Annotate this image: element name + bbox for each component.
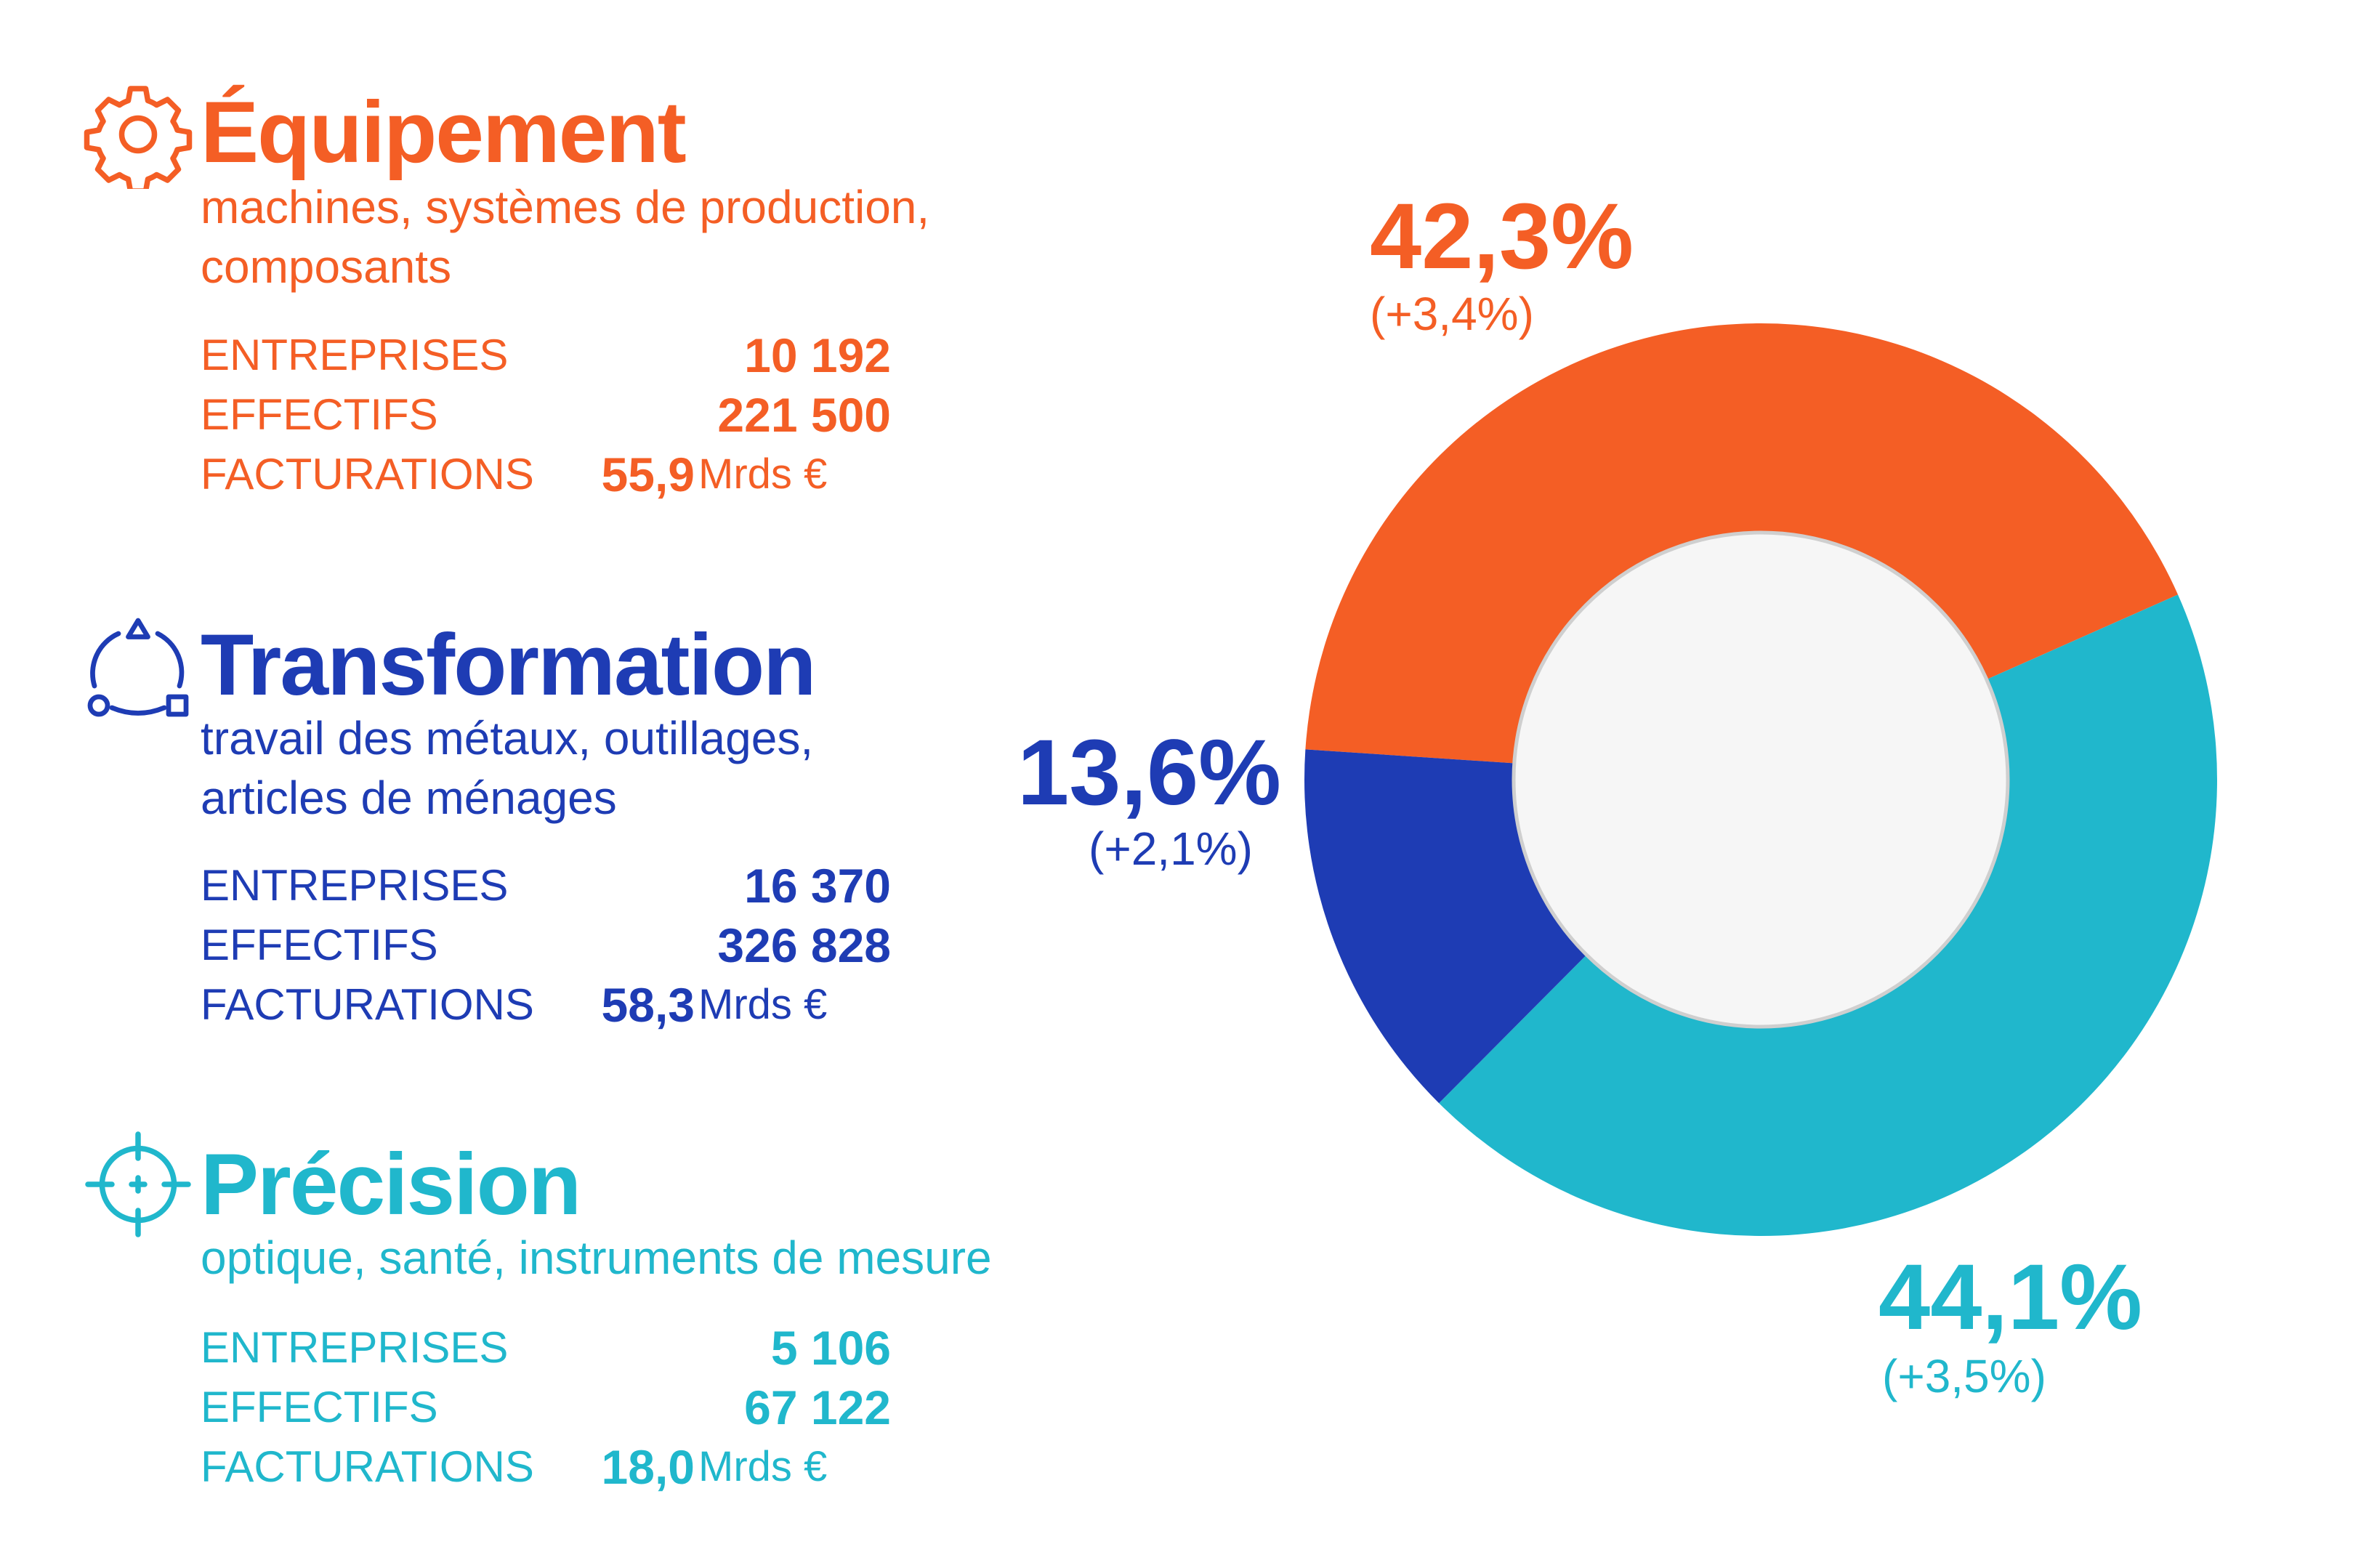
stat-value: 221 500 [717,388,891,442]
gear-icon [84,86,193,189]
donut-hole [1512,530,2010,1029]
pct-label-transformation: 13,6% [1017,721,1281,825]
stat-value: 18,0 [601,1440,695,1494]
stat-label: EFFECTIFS [201,1383,438,1431]
sector-title: Transformation [201,616,816,714]
sector-subtitle: travail des métaux, outillages, articles… [201,712,814,824]
stat-label: FACTURATIONS [201,980,534,1029]
stat-unit: Mrds € [698,981,828,1028]
stat-value: 55,9 [601,448,695,501]
stat-label: FACTURATIONS [201,1442,534,1491]
shapes-cycle-icon [87,618,189,717]
pct-label-equipement: 42,3% [1370,185,1634,288]
sector-subtitle: machines, systèmes de production, compos… [201,181,930,293]
stat-value: 326 828 [717,918,891,972]
stat-label: EFFECTIFS [201,390,438,439]
stat-value: 10 192 [744,328,891,382]
crosshair-icon [85,1131,191,1237]
stat-label: ENTREPRISES [201,861,509,910]
stat-row-effectifs: EFFECTIFS 67 122 [201,1378,1000,1437]
sector-title: Équipement [201,84,687,181]
stat-row-facturations: FACTURATIONS 18,0 Mrds € [201,1437,1000,1497]
stat-value: 58,3 [601,978,695,1032]
stat-row-entreprises: ENTREPRISES 10 192 [201,326,1000,385]
stat-unit: Mrds € [698,1443,828,1490]
stat-label: ENTREPRISES [201,1323,509,1372]
stat-unit: Mrds € [698,450,828,498]
stat-row-facturations: FACTURATIONS 58,3 Mrds € [201,975,1000,1035]
stat-value: 16 370 [744,859,891,913]
stat-row-effectifs: EFFECTIFS 326 828 [201,916,1000,975]
change-label-precision: (+3,5%) [1882,1350,2046,1402]
stat-row-entreprises: ENTREPRISES 5 106 [201,1318,1000,1378]
sector-title: Précision [201,1136,581,1233]
stat-row-effectifs: EFFECTIFS 221 500 [201,385,1000,445]
stat-value: 67 122 [744,1381,891,1434]
stat-label: EFFECTIFS [201,921,438,969]
stat-label: FACTURATIONS [201,450,534,498]
stat-label: ENTREPRISES [201,331,509,379]
stat-row-entreprises: ENTREPRISES 16 370 [201,856,1000,916]
pct-label-precision: 44,1% [1878,1245,2142,1349]
change-label-transformation: (+2,1%) [1089,823,1253,875]
change-label-equipement: (+3,4%) [1370,288,1534,340]
stat-row-facturations: FACTURATIONS 55,9 Mrds € [201,445,1000,504]
sector-subtitle: optique, santé, instruments de mesure [201,1232,992,1284]
stat-value: 5 106 [770,1321,891,1375]
